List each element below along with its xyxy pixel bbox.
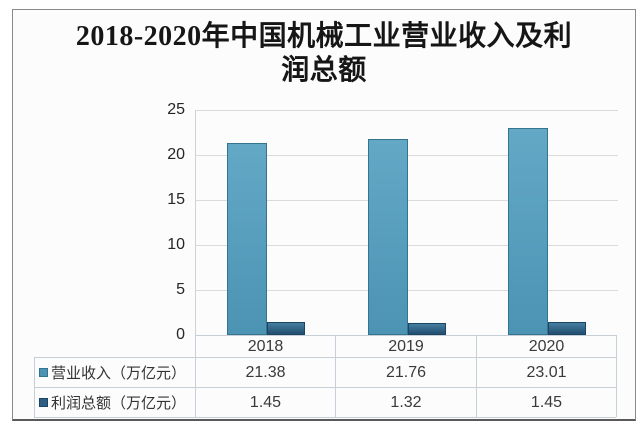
chart-frame: 2018-2020年中国机械工业营业收入及利 润总额 0 5 10 15 20 25 201… [12,9,636,421]
y-axis-tick-label: 20 [167,146,185,163]
revenue-bar-2018 [227,143,267,335]
revenue-legend-swatch-icon [39,368,48,377]
y-axis-line [195,110,196,335]
x-axis-label-2018: 2018 [247,338,284,355]
profit-legend-label: 利润总额（万亿元） [51,395,187,412]
table-col-line [335,335,336,417]
profit-bar-2019 [407,323,446,335]
profit-value-2019: 1.32 [390,394,422,411]
profit-legend-swatch-icon [39,398,48,407]
table-top-baseline [195,335,616,336]
revenue-bar-2020 [508,128,548,335]
gridline [195,110,618,111]
y-axis-tick-label: 10 [167,236,185,253]
table-row-line [34,417,616,418]
y-axis-tick-label: 25 [167,101,185,118]
x-axis-label-2020: 2020 [528,338,565,355]
revenue-value-2019: 21.76 [385,364,427,381]
y-axis-tick-label: 5 [176,281,185,298]
legend-revenue: 营业收入（万亿元） [35,358,195,387]
revenue-legend-label: 营业收入（万亿元） [51,365,187,382]
chart-title-line2: 润总额 [281,55,367,86]
profit-value-2020: 1.45 [530,394,563,411]
x-axis-label-2019: 2019 [388,338,424,355]
chart-title: 2018-2020年中国机械工业营业收入及利 润总额 [13,20,635,88]
table-col-line [616,335,617,417]
profit-bar-2020 [548,322,586,335]
y-axis-tick-label: 15 [167,191,185,208]
table-col-line [195,335,196,417]
revenue-value-2018: 21.38 [245,364,286,381]
table-col-line [34,357,35,417]
profit-value-2018: 1.45 [249,394,282,411]
chart-title-line1: 2018-2020年中国机械工业营业收入及利 [75,21,573,52]
y-axis-tick-label: 0 [176,326,185,343]
legend-profit: 利润总额（万亿元） [35,388,195,417]
profit-bar-2018 [267,322,305,335]
revenue-bar-2019 [367,139,408,335]
table-row-line [34,357,616,358]
revenue-value-2020: 23.01 [526,364,567,381]
table-row-line [34,387,616,388]
table-col-line [476,335,477,417]
